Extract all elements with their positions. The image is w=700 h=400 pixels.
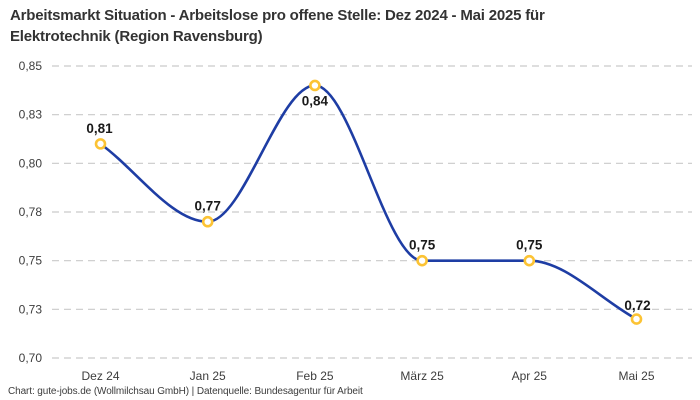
data-point-marker (201, 215, 214, 228)
chart-title: Arbeitsmarkt Situation - Arbeitslose pro… (10, 5, 670, 47)
chart-source-attribution: Chart: gute-jobs.de (Wollmilchsau GmbH) … (8, 386, 363, 397)
data-value-label: 0,81 (86, 121, 113, 136)
x-tick-label: Mai 25 (618, 369, 654, 383)
x-tick-label: Feb 25 (296, 369, 334, 383)
y-grid (52, 65, 692, 359)
y-tick-label: 0,73 (19, 302, 43, 316)
x-axis-labels: Dez 24 Jan 25 Feb 25 März 25 Apr 25 Mai 25 (81, 369, 654, 383)
y-tick-label: 0,75 (19, 254, 43, 268)
y-axis-labels: 0,85 0,83 0,80 0,78 0,75 0,73 0,70 (19, 59, 43, 365)
data-point-marker (630, 313, 643, 325)
x-tick-label: Dez 24 (81, 369, 119, 383)
y-tick-label: 0,85 (19, 59, 43, 73)
data-value-label: 0,84 (302, 93, 329, 108)
data-point-marker (523, 254, 536, 267)
chart-title-line2: Elektrotechnik (Region Ravensburg) (10, 28, 263, 45)
data-value-label: 0,75 (409, 238, 436, 253)
y-tick-label: 0,78 (19, 205, 43, 219)
data-value-label: 0,75 (516, 238, 543, 253)
x-tick-label: März 25 (400, 369, 444, 383)
chart-title-line1: Arbeitsmarkt Situation - Arbeitslose pro… (10, 7, 545, 24)
data-value-labels: 0,81 0,77 0,84 0,75 0,75 0,72 (86, 93, 650, 313)
data-point-marker (94, 138, 107, 150)
data-point-marker (416, 254, 428, 267)
data-value-label: 0,77 (195, 199, 221, 214)
data-point-marker (309, 79, 321, 92)
y-tick-label: 0,83 (19, 108, 43, 122)
x-tick-label: Apr 25 (512, 369, 548, 383)
x-tick-label: Jan 25 (190, 369, 226, 383)
data-value-label: 0,72 (624, 298, 650, 313)
y-tick-label: 0,80 (19, 156, 43, 170)
y-tick-label: 0,70 (19, 351, 43, 365)
series-line (99, 84, 638, 321)
data-markers (94, 79, 643, 325)
